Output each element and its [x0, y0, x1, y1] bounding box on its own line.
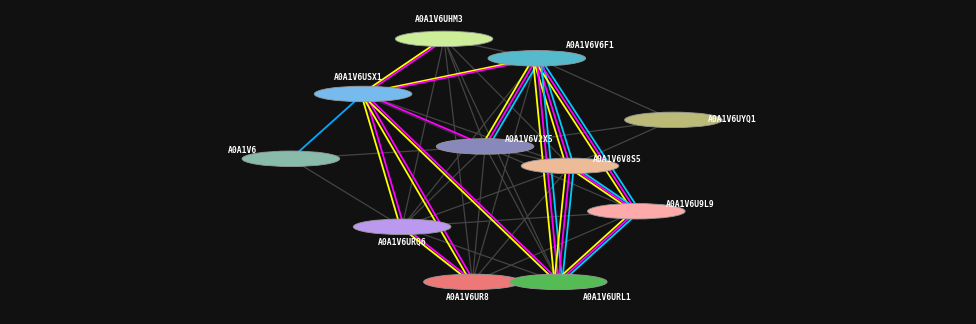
Text: A0A1V6: A0A1V6: [227, 146, 257, 155]
Text: A0A1V6UR8: A0A1V6UR8: [446, 293, 489, 302]
Ellipse shape: [588, 203, 685, 219]
Text: A0A1V6V6F1: A0A1V6V6F1: [566, 41, 615, 50]
Ellipse shape: [353, 219, 451, 235]
Text: A0A1V6UHM3: A0A1V6UHM3: [415, 15, 464, 24]
Text: A0A1V6V2X5: A0A1V6V2X5: [505, 135, 553, 145]
Ellipse shape: [488, 51, 586, 66]
Text: A0A1V6URQ6: A0A1V6URQ6: [378, 238, 427, 247]
Ellipse shape: [521, 158, 619, 174]
Text: A0A1V6V8S5: A0A1V6V8S5: [592, 155, 641, 164]
Ellipse shape: [424, 274, 521, 290]
Text: A0A1V6U9L9: A0A1V6U9L9: [666, 200, 714, 209]
Ellipse shape: [395, 31, 493, 47]
Text: A0A1V6UYQ1: A0A1V6UYQ1: [708, 115, 756, 124]
Ellipse shape: [314, 86, 412, 102]
Ellipse shape: [509, 274, 607, 290]
Text: A0A1V6URL1: A0A1V6URL1: [583, 293, 631, 302]
Ellipse shape: [625, 112, 722, 128]
Ellipse shape: [242, 151, 340, 167]
Text: A0A1V6USX1: A0A1V6USX1: [334, 73, 383, 82]
Ellipse shape: [436, 139, 534, 154]
